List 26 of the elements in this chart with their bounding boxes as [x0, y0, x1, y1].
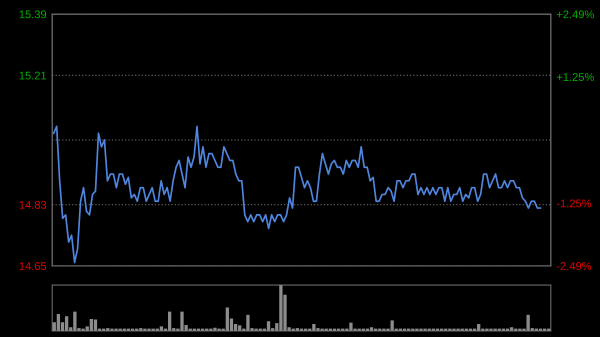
- y2-tick-label: +1.25%: [556, 73, 594, 81]
- bar: [180, 312, 184, 331]
- bar: [526, 314, 530, 331]
- bar: [477, 324, 480, 331]
- y-tick-label: 14.65: [20, 262, 46, 270]
- y2-tick-label: +2.49%: [556, 10, 594, 18]
- bar: [168, 312, 172, 331]
- bar: [296, 328, 300, 331]
- y2-tick-label: -1.25%: [556, 199, 592, 208]
- line-series: [52, 126, 542, 264]
- bar: [73, 312, 77, 331]
- bar: [390, 320, 394, 331]
- y2-tick-label: -2.49%: [556, 262, 592, 270]
- bar: [90, 319, 93, 331]
- bar: [160, 326, 164, 331]
- y-tick-label: 14.83: [20, 200, 46, 209]
- bar: [238, 325, 242, 331]
- bar: [64, 316, 68, 331]
- bar: [279, 285, 283, 331]
- bar: [312, 324, 316, 331]
- bar: [106, 328, 110, 331]
- bar: [139, 328, 142, 331]
- y-tick-label: 15.39: [20, 10, 46, 18]
- bar: [56, 314, 60, 331]
- y-tick-label: 15.21: [20, 72, 46, 80]
- bar: [226, 308, 229, 331]
